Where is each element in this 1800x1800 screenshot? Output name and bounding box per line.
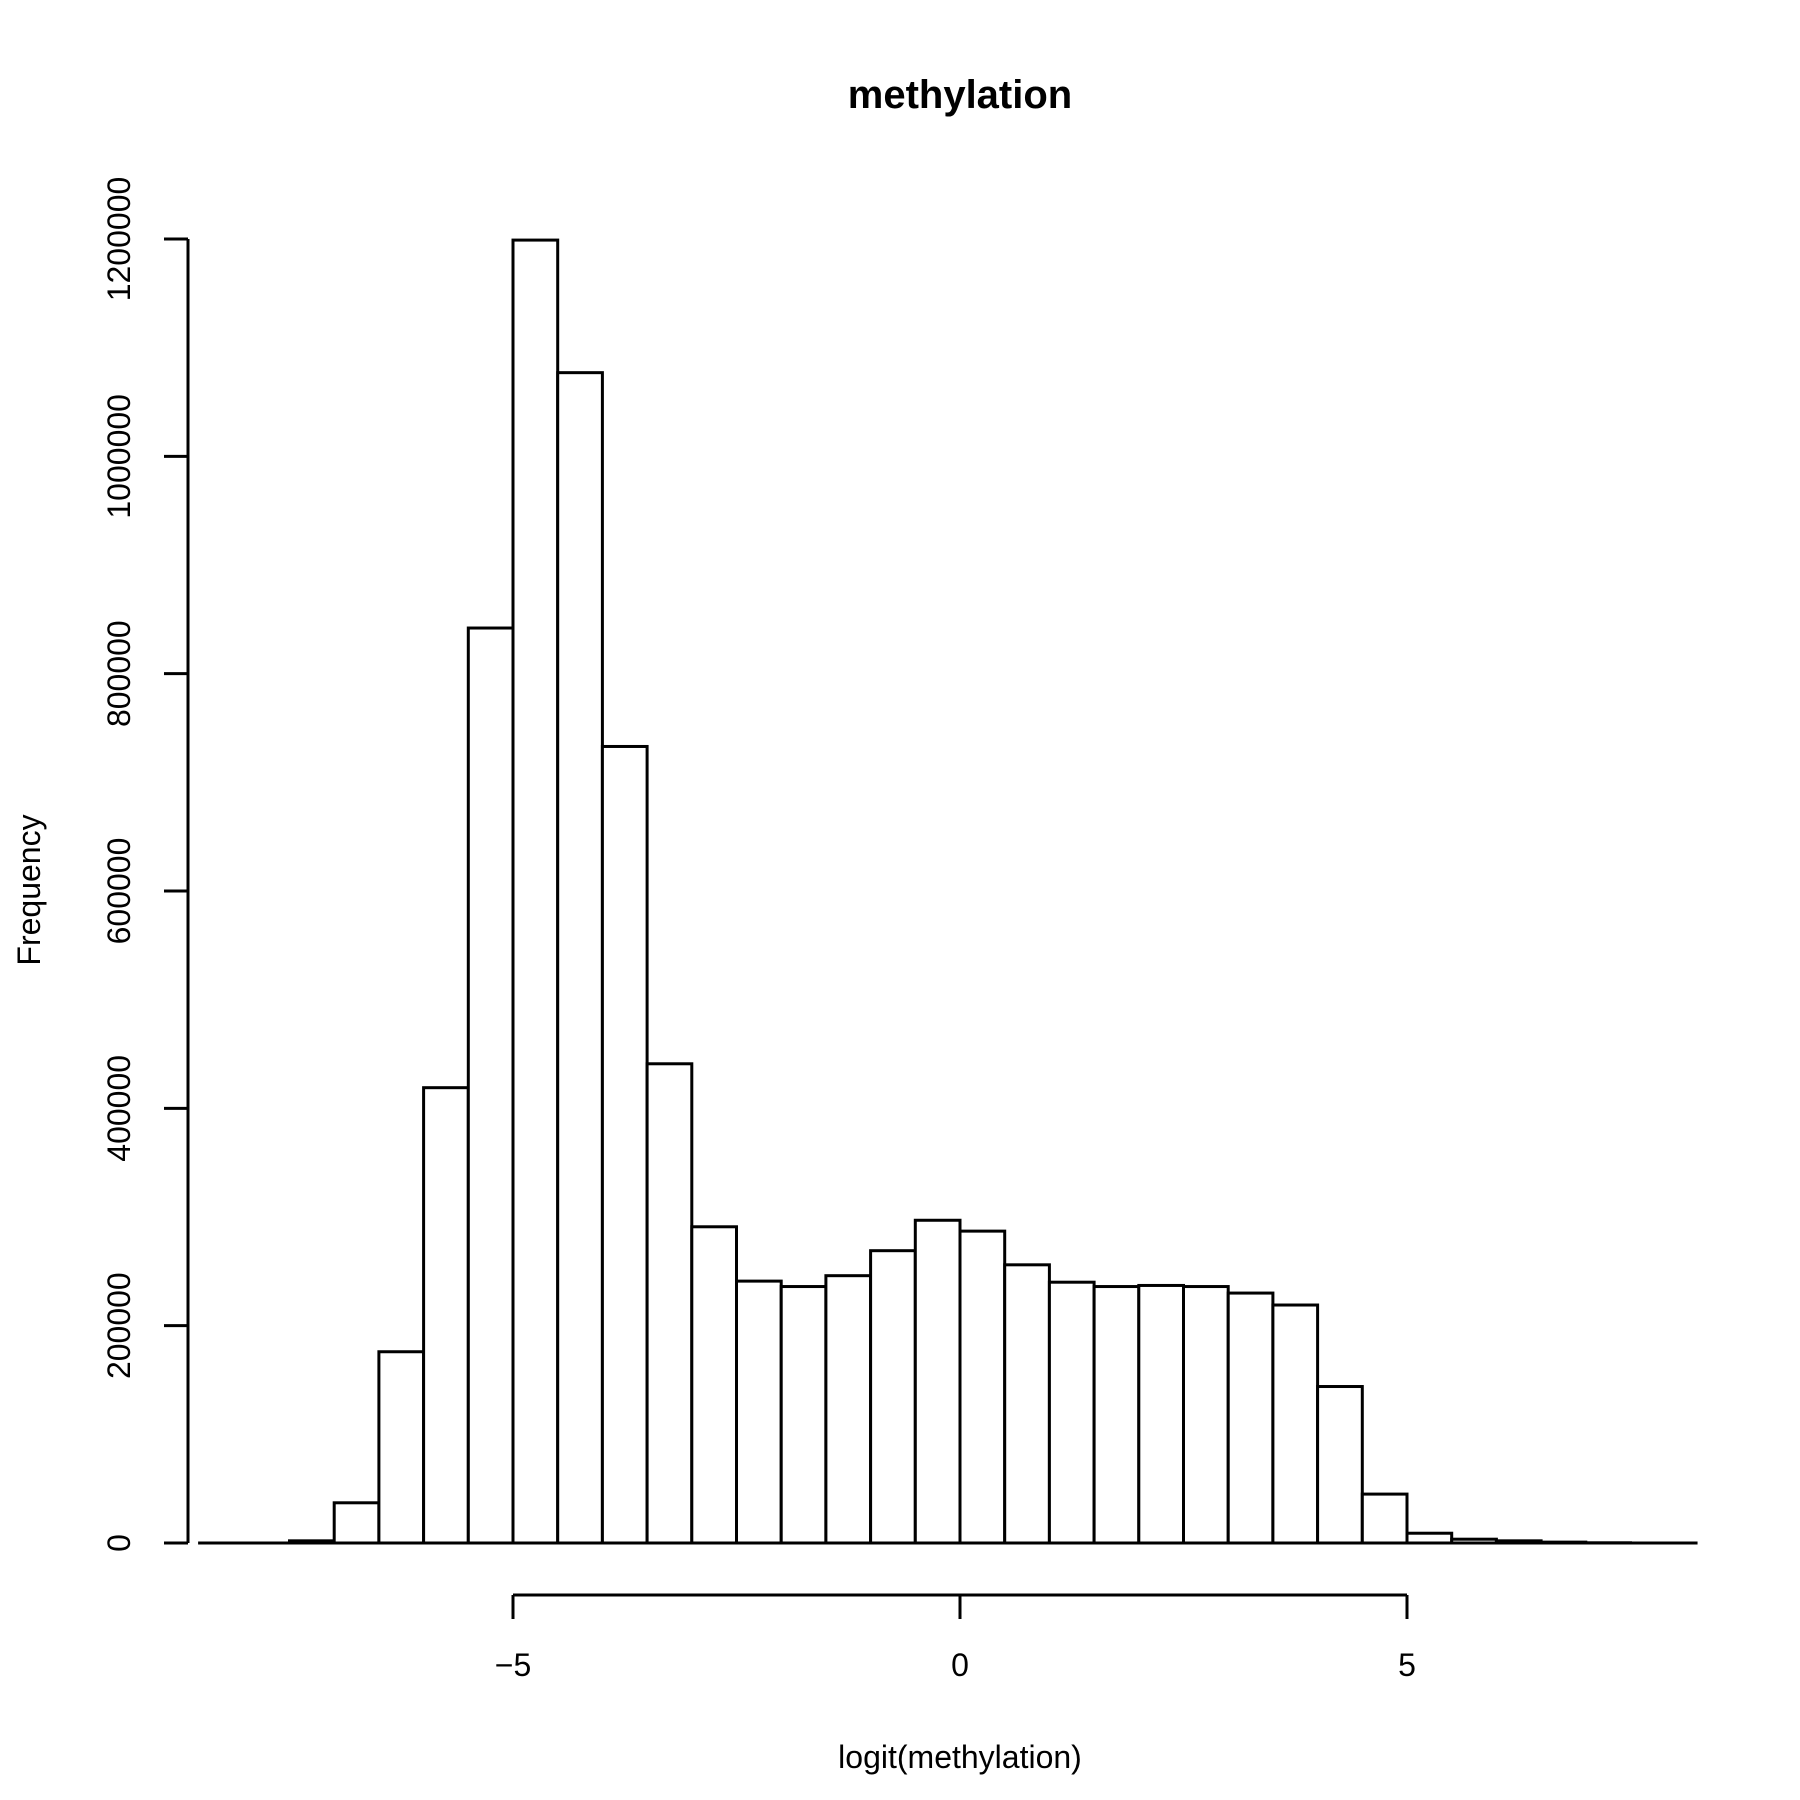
y-axis-title: Frequency <box>11 814 47 965</box>
histogram-bar <box>332 1501 381 1545</box>
histogram-bar <box>1047 1280 1096 1545</box>
histogram-bar <box>466 626 515 1545</box>
y-tick-label: 800000 <box>101 620 137 727</box>
histogram-bars <box>288 238 1633 1545</box>
histogram-bar <box>958 1229 1007 1545</box>
histogram-bar <box>1316 1385 1364 1545</box>
chart-title: methylation <box>848 73 1072 117</box>
histogram-bar <box>824 1274 873 1545</box>
histogram-bar <box>377 1350 426 1545</box>
x-tick-label: 5 <box>1398 1647 1416 1683</box>
x-axis-title: logit(methylation) <box>838 1739 1082 1775</box>
histogram-bar <box>1271 1303 1320 1545</box>
x-tick-label: −5 <box>495 1647 531 1683</box>
y-tick-label: 600000 <box>101 838 137 945</box>
y-axis: 0 200000 400000 600000 800000 1000000 1200000 <box>101 177 190 1552</box>
x-tick-label: 0 <box>951 1647 969 1683</box>
histogram-bar <box>735 1279 783 1545</box>
histogram-bar <box>1226 1291 1275 1545</box>
histogram-bar <box>511 238 560 1545</box>
y-tick-label: 1000000 <box>101 394 137 519</box>
histogram-bar <box>422 1086 470 1545</box>
y-tick-label: 0 <box>101 1534 137 1552</box>
histogram-bar <box>1137 1283 1186 1545</box>
x-axis: −5 0 5 <box>495 1593 1416 1683</box>
histogram-bar <box>556 371 604 1545</box>
histogram-bar <box>690 1225 738 1545</box>
histogram-bar <box>913 1218 962 1545</box>
histogram-bar <box>779 1285 828 1545</box>
y-tick-label: 400000 <box>101 1055 137 1162</box>
y-tick-label: 1200000 <box>101 177 137 302</box>
histogram-bar <box>1092 1285 1141 1545</box>
histogram-bar <box>869 1249 917 1545</box>
y-tick-label: 200000 <box>101 1272 137 1379</box>
histogram-bar <box>1003 1263 1051 1545</box>
histogram-bar <box>600 744 649 1545</box>
histogram-bar <box>645 1062 694 1545</box>
histogram-bar <box>1182 1285 1230 1545</box>
histogram-bar <box>1360 1492 1409 1545</box>
